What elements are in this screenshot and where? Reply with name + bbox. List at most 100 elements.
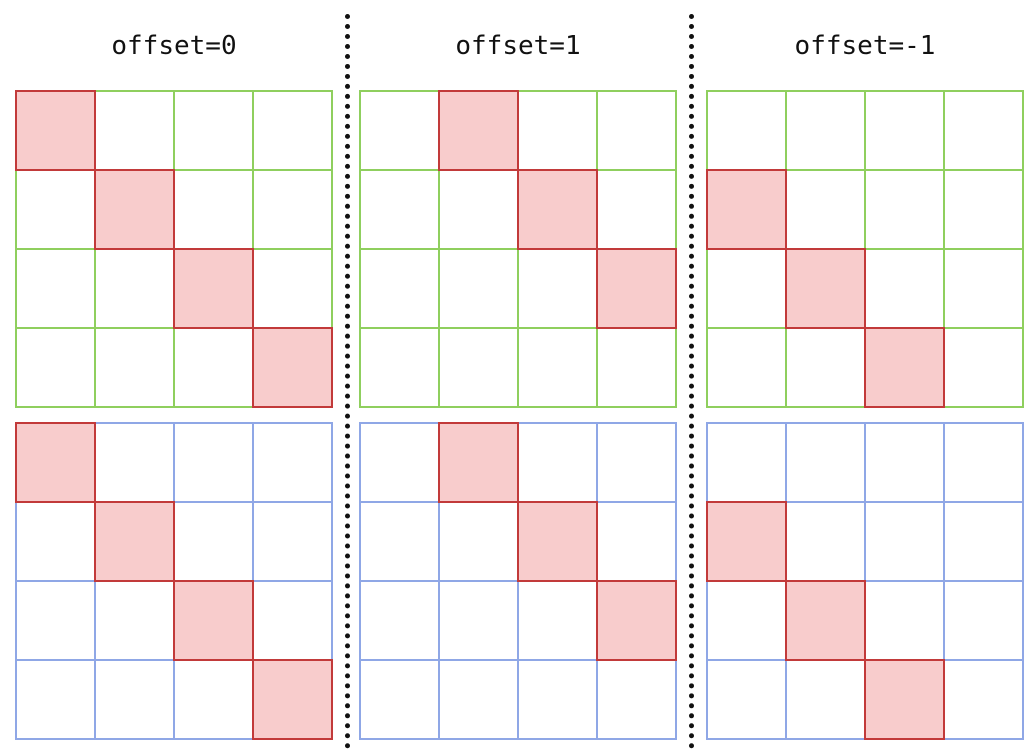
grid-cell [438, 248, 519, 329]
grid-cell [173, 169, 254, 250]
dotted-divider-right [689, 14, 694, 749]
diagonal-highlight-cell [438, 90, 519, 171]
grid-cell [15, 659, 96, 740]
grid-cell [943, 248, 1024, 329]
grid-cell [517, 580, 598, 661]
grid-cell [943, 659, 1024, 740]
grid-cell [943, 327, 1024, 408]
grid-cell [596, 501, 677, 582]
grid-cell [94, 422, 175, 503]
grid-cell [864, 169, 945, 250]
grid-cell [706, 659, 787, 740]
grid-cell [252, 90, 333, 171]
grid-cell [359, 659, 440, 740]
grid-cell [94, 659, 175, 740]
grid-cell [517, 422, 598, 503]
diagonal-highlight-cell [596, 580, 677, 661]
grid-cell [785, 659, 866, 740]
grid-cell [15, 248, 96, 329]
grid-cell [252, 501, 333, 582]
grid-cell [173, 90, 254, 171]
diagonal-highlight-cell [596, 248, 677, 329]
grid-cell [94, 90, 175, 171]
diagonal-highlight-cell [252, 659, 333, 740]
grid-cell [438, 169, 519, 250]
diagonal-highlight-cell [15, 90, 96, 171]
grid-cell [173, 659, 254, 740]
grid-cell [785, 90, 866, 171]
grid-cell [94, 327, 175, 408]
grid-blue-offset-minus-1 [706, 422, 1024, 740]
grid-cell [596, 169, 677, 250]
grid-cell [864, 248, 945, 329]
diagonal-highlight-cell [785, 580, 866, 661]
diagonal-highlight-cell [438, 422, 519, 503]
diagonal-highlight-cell [864, 327, 945, 408]
grid-cell [706, 327, 787, 408]
title-offset-minus-1: offset=-1 [794, 31, 936, 61]
diagonal-highlight-cell [517, 501, 598, 582]
diagonal-highlight-cell [252, 327, 333, 408]
grid-cell [517, 659, 598, 740]
diagonal-highlight-cell [15, 422, 96, 503]
grid-blue-offset-1 [359, 422, 677, 740]
grid-cell [94, 580, 175, 661]
grid-cell [252, 248, 333, 329]
grid-cell [438, 501, 519, 582]
grid-cell [596, 327, 677, 408]
diagonal-highlight-cell [94, 501, 175, 582]
grid-cell [517, 90, 598, 171]
grid-cell [943, 501, 1024, 582]
grid-cell [173, 422, 254, 503]
grid-cell [517, 327, 598, 408]
grid-cell [864, 90, 945, 171]
grid-cell [438, 659, 519, 740]
grid-cell [15, 169, 96, 250]
grid-cell [438, 580, 519, 661]
grid-cell [943, 422, 1024, 503]
grid-cell [359, 248, 440, 329]
title-offset-0: offset=0 [111, 31, 237, 61]
diagonal-highlight-cell [173, 248, 254, 329]
grid-green-offset-minus-1 [706, 90, 1024, 408]
grid-cell [15, 580, 96, 661]
diagonal-highlight-cell [785, 248, 866, 329]
grid-cell [943, 90, 1024, 171]
grid-cell [94, 248, 175, 329]
grid-cell [864, 422, 945, 503]
grid-green-offset-0 [15, 90, 333, 408]
grid-cell [864, 501, 945, 582]
diagonal-highlight-cell [517, 169, 598, 250]
dotted-divider-left [345, 14, 350, 749]
grid-cell [252, 580, 333, 661]
diagonal-highlight-cell [94, 169, 175, 250]
grid-cell [785, 327, 866, 408]
diagonal-highlight-cell [706, 501, 787, 582]
grid-cell [864, 580, 945, 661]
diagonal-highlight-cell [864, 659, 945, 740]
grid-cell [785, 422, 866, 503]
grid-cell [359, 327, 440, 408]
diagonal-highlight-cell [706, 169, 787, 250]
grid-cell [706, 422, 787, 503]
grid-blue-offset-0 [15, 422, 333, 740]
grid-cell [517, 248, 598, 329]
grid-cell [359, 501, 440, 582]
grid-cell [359, 90, 440, 171]
grid-cell [359, 422, 440, 503]
grid-cell [438, 327, 519, 408]
diagonal-highlight-cell [173, 580, 254, 661]
grid-cell [706, 248, 787, 329]
grid-cell [943, 169, 1024, 250]
grid-cell [596, 422, 677, 503]
grid-cell [943, 580, 1024, 661]
grid-cell [252, 422, 333, 503]
grid-cell [785, 169, 866, 250]
grid-cell [359, 169, 440, 250]
grid-cell [596, 90, 677, 171]
grid-cell [173, 327, 254, 408]
grid-cell [15, 327, 96, 408]
grid-cell [785, 501, 866, 582]
grid-cell [15, 501, 96, 582]
